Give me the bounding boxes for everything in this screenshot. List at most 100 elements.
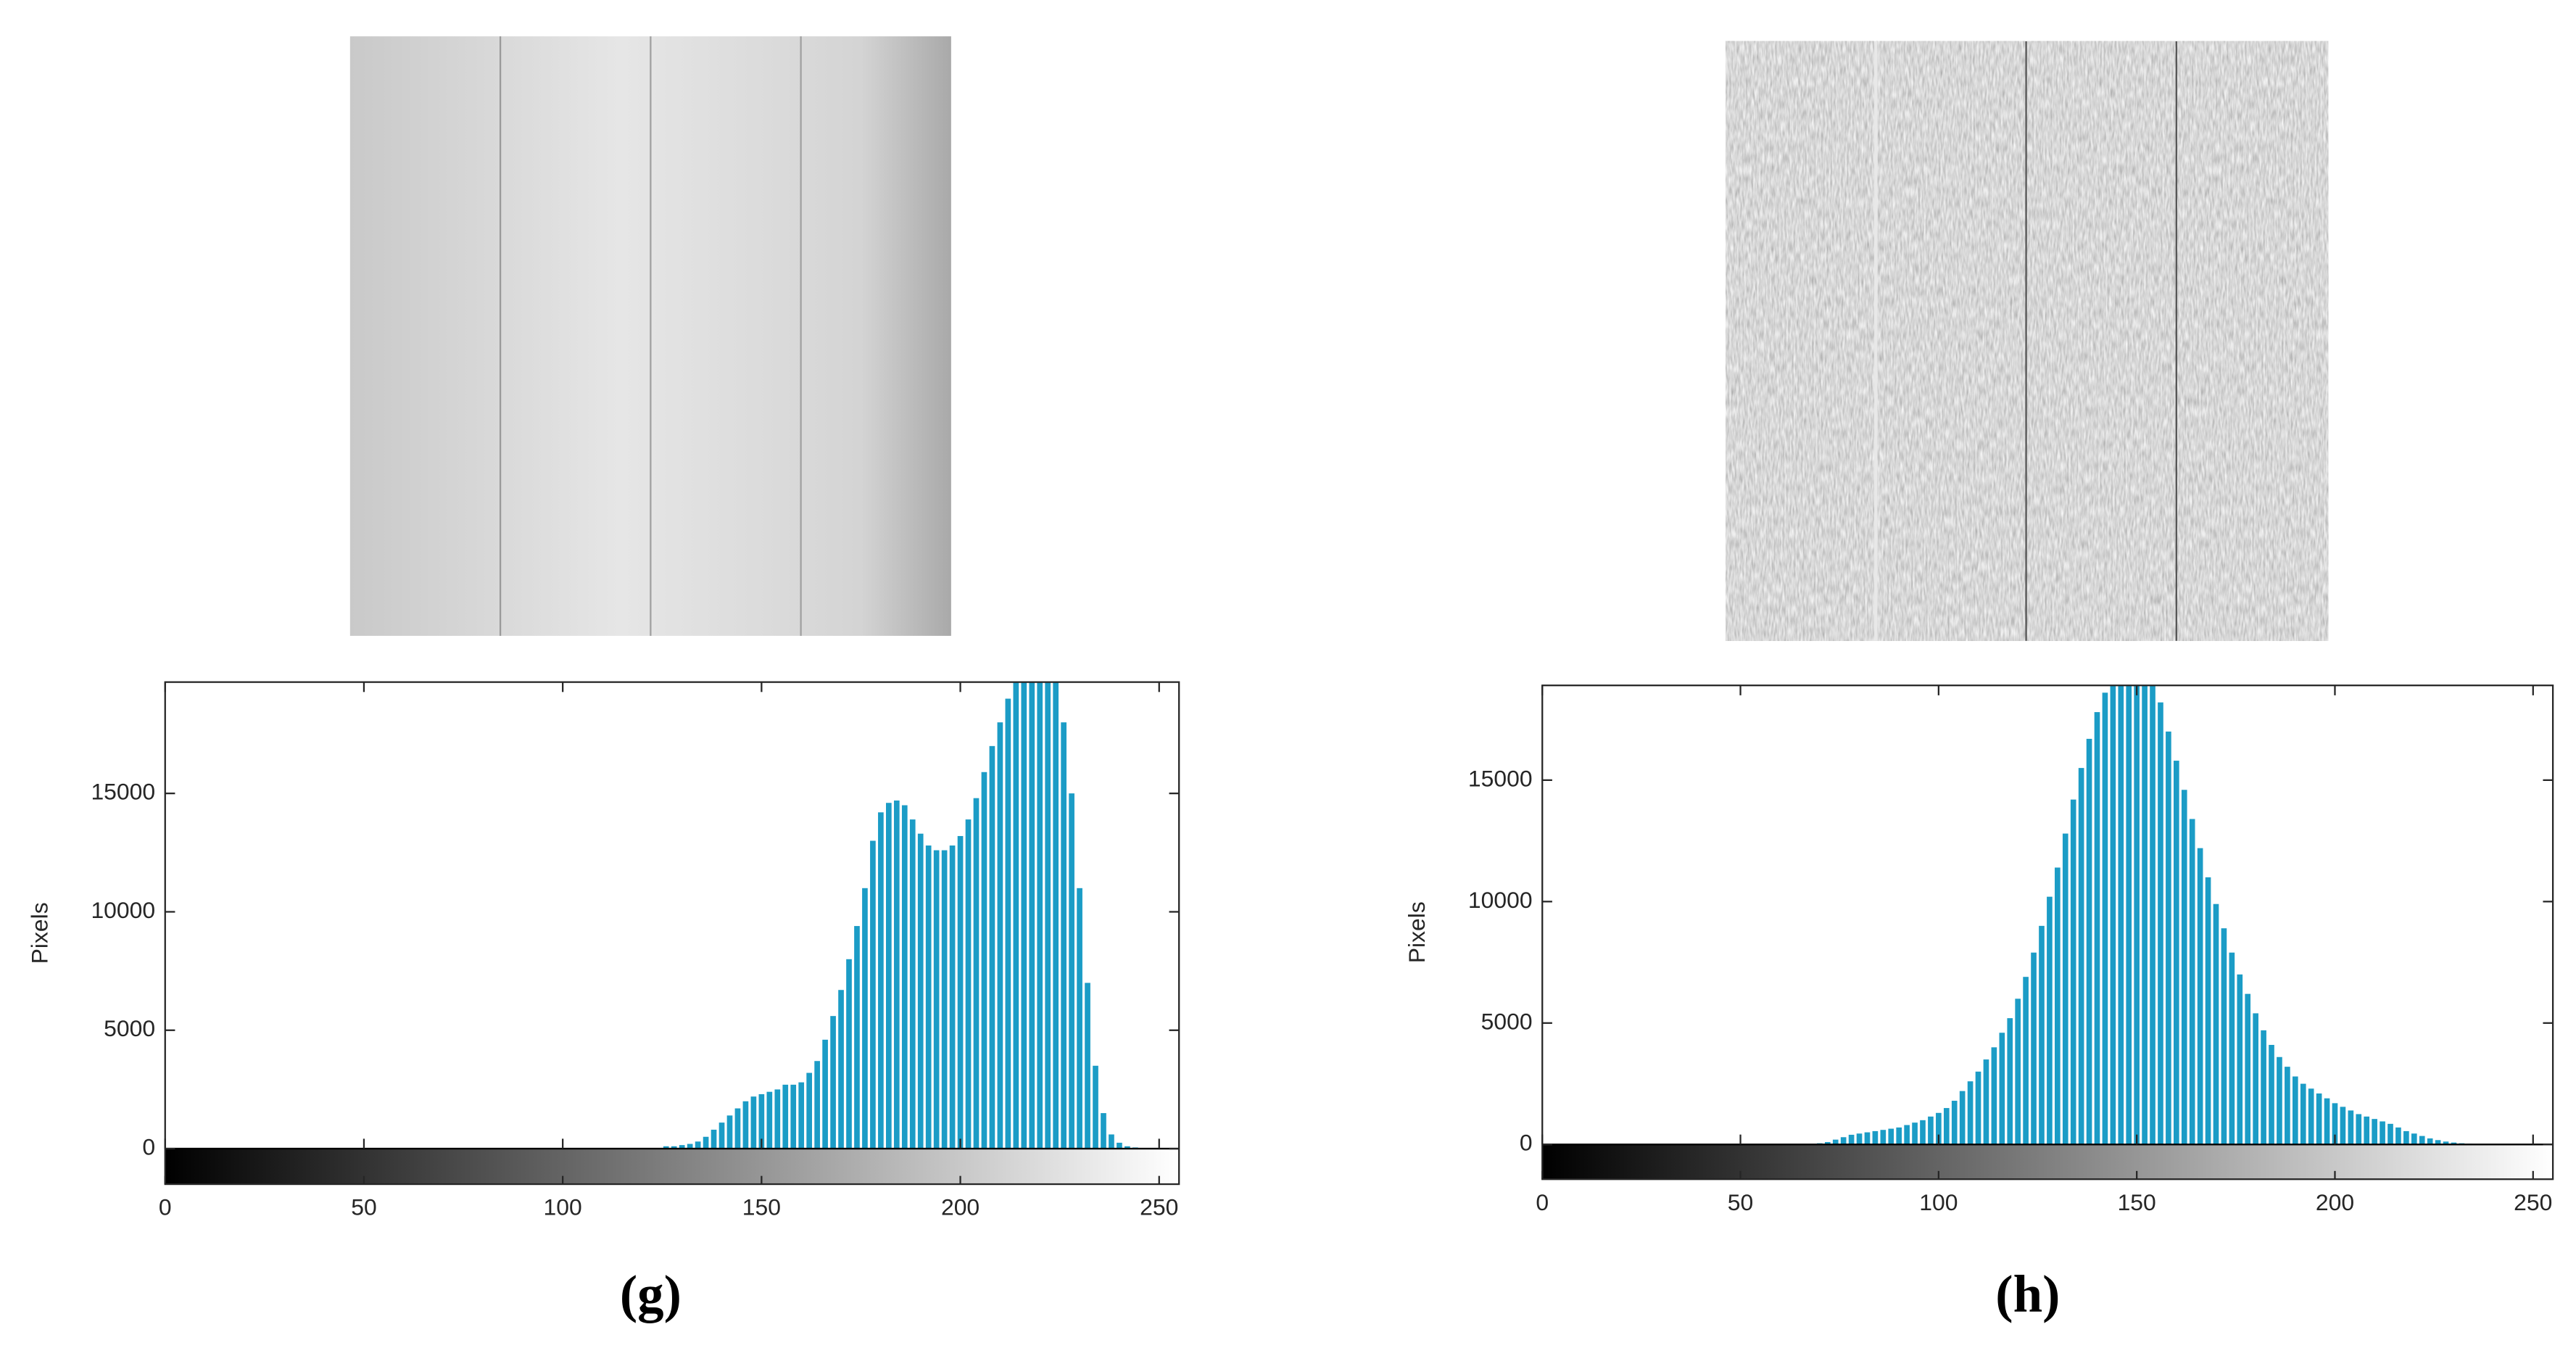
bar [2047,896,2053,1145]
bar [909,819,916,1149]
bar [2364,1116,2370,1145]
y-tick-label: 10000 [1468,887,1533,913]
bar [997,722,1003,1149]
bar [2253,1013,2258,1145]
bar [2427,1138,2433,1145]
bar [782,1084,789,1149]
bar [2189,819,2195,1145]
bar [2435,1140,2441,1145]
bar [1013,682,1019,1149]
bar [1005,698,1011,1149]
bar [806,1072,813,1149]
bar [2031,952,2037,1145]
bar [774,1089,781,1149]
bar [2062,833,2068,1145]
bar [901,805,908,1149]
bar [2142,685,2148,1145]
bar [2070,799,2076,1145]
bar [1991,1047,1997,1145]
x-tick-label: 0 [1536,1189,1549,1215]
bar [2166,731,2171,1145]
bar [2277,1057,2282,1145]
bar [2387,1123,2393,1145]
caption: (g) [620,1265,682,1323]
bar [734,1108,741,1149]
bar [2126,685,2132,1145]
bar [750,1096,757,1149]
image-g [349,36,951,636]
bar [2380,1121,2385,1145]
bar [2023,977,2029,1145]
bar [2403,1130,2409,1145]
bar [822,1039,828,1149]
bar [2150,685,2155,1145]
bar [2094,712,2100,1145]
bar [2237,974,2243,1145]
bar [2316,1093,2322,1145]
bar [671,1146,677,1149]
bar [2213,904,2219,1145]
bar [1967,1081,1974,1145]
bar [893,800,900,1149]
bar [981,772,987,1149]
bar [941,850,948,1149]
bar [886,803,892,1149]
bar [2102,692,2108,1145]
bar [1109,1134,1114,1149]
bar [973,798,980,1149]
bar [1856,1133,1863,1145]
bar [1936,1112,1942,1145]
bar [1093,1065,1098,1149]
bar [2285,1067,2290,1145]
image-h [1726,41,2329,641]
bar [798,1082,805,1149]
bar [862,888,868,1149]
bar [2174,761,2179,1145]
bar [989,745,995,1149]
bar [2221,928,2227,1145]
bar [2395,1127,2401,1145]
bar [2205,877,2211,1145]
bar [2197,848,2203,1145]
bars [1817,685,2496,1145]
bar [1943,1108,1950,1145]
bar [1999,1033,2005,1145]
bar [1069,793,1074,1149]
y-axis-label: Pixels [1404,901,1430,963]
bar [1896,1127,1902,1145]
x-tick-label: 150 [2118,1189,2156,1215]
bar [814,1061,820,1149]
bar [711,1129,717,1149]
colorbar [1542,1144,2554,1180]
bar [766,1091,773,1149]
bar [2110,685,2116,1145]
y-tick-label: 10000 [91,897,155,923]
bar [1983,1059,1989,1145]
bars [663,682,1138,1149]
bar [1904,1125,1910,1145]
bar [1117,1142,1122,1149]
bar [1959,1091,1966,1145]
bar [726,1115,733,1149]
bar [1045,682,1051,1149]
bar [933,850,940,1149]
bar [1061,722,1067,1149]
bar [2181,790,2187,1145]
bar [2015,998,2021,1145]
bar [2324,1098,2330,1145]
bar [1912,1122,1918,1145]
bar [1824,1141,1831,1145]
x-tick-label: 200 [941,1194,980,1220]
bar [742,1101,749,1149]
x-tick-label: 100 [544,1194,582,1220]
histogram: 0 5000 10000 15000 0 50 100 150 200 250 Pixels (h) [1404,685,2554,1323]
bar [854,926,860,1149]
bar [2261,1030,2266,1145]
x-tick-label: 250 [1140,1194,1178,1220]
bar [2451,1142,2457,1145]
y-tick-label: 5000 [1481,1008,1533,1034]
y-tick-label: 15000 [1468,765,1533,791]
histogram: 0 5000 10000 15000 0 50 100 150 200 250 Pixels (g) [26,681,1180,1323]
